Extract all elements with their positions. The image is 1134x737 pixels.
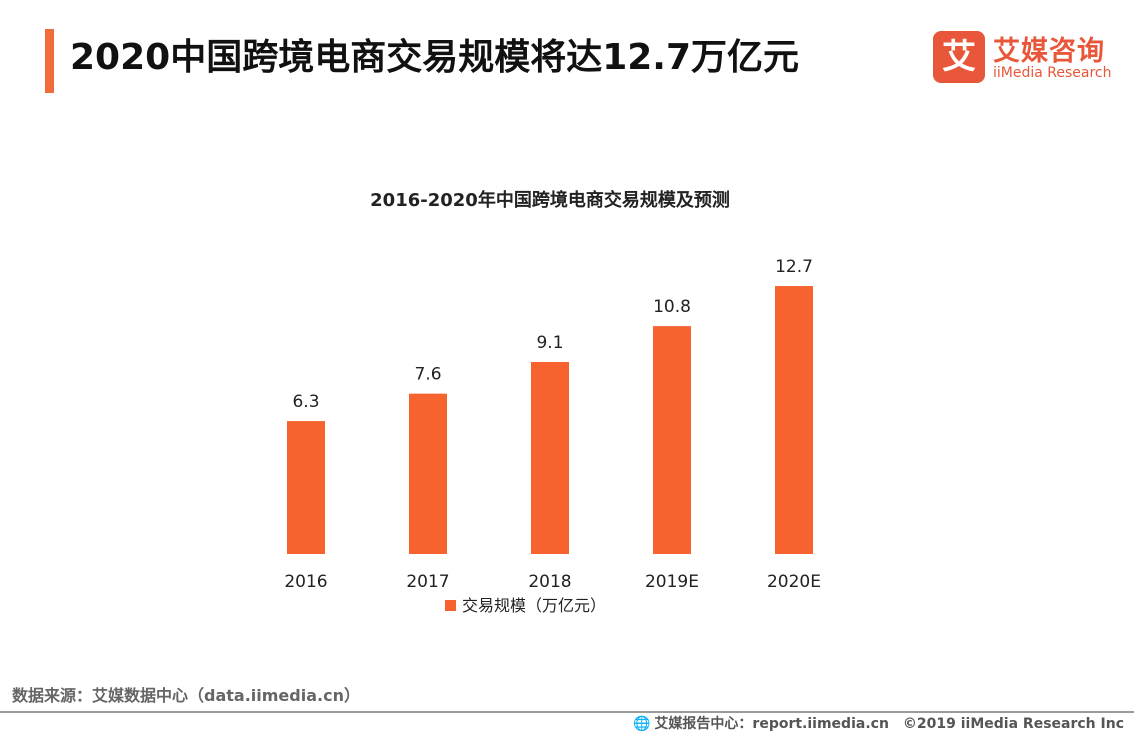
page-title: 2020中国跨境电商交易规模将达12.7万亿元 bbox=[70, 37, 800, 78]
logo-mark-icon: 艾 bbox=[933, 31, 985, 83]
category-label-2016: 2016 bbox=[284, 572, 327, 592]
logo-name-en: iiMedia Research bbox=[993, 65, 1112, 81]
category-label-2019E: 2019E bbox=[645, 572, 699, 592]
value-label-2020E: 12.7 bbox=[775, 257, 813, 277]
chart-title: 2016-2020年中国跨境电商交易规模及预测 bbox=[370, 190, 730, 211]
report-center-link[interactable]: 艾媒报告中心：report.iimedia.cn bbox=[654, 716, 889, 732]
value-label-2019E: 10.8 bbox=[653, 297, 691, 317]
logo-name-cn: 艾媒咨询 bbox=[993, 36, 1105, 67]
footer-divider bbox=[0, 711, 1134, 713]
category-label-2017: 2017 bbox=[406, 572, 449, 592]
bar-2020E bbox=[775, 286, 813, 554]
value-label-2016: 6.3 bbox=[292, 392, 319, 412]
globe-icon: 🌐 bbox=[632, 716, 651, 732]
legend-label: 交易规模（万亿元） bbox=[462, 596, 607, 615]
category-label-2020E: 2020E bbox=[767, 572, 821, 592]
value-label-2017: 7.6 bbox=[414, 365, 441, 385]
title-accent-bar bbox=[45, 29, 54, 93]
bar-2018 bbox=[531, 361, 569, 554]
legend-swatch bbox=[445, 600, 456, 611]
iimedia-logo: 艾 艾媒咨询 iiMedia Research bbox=[933, 31, 1118, 87]
data-source: 数据来源：艾媒数据中心（data.iimedia.cn） bbox=[12, 686, 360, 705]
value-label-2018: 9.1 bbox=[536, 333, 563, 353]
footer-bar: 🌐 艾媒报告中心：report.iimedia.cn ©2019 iiMedia R… bbox=[633, 713, 1124, 735]
bar-2016 bbox=[287, 421, 325, 554]
bar-2017 bbox=[409, 393, 447, 554]
category-label-2018: 2018 bbox=[528, 572, 571, 592]
bar-2019E bbox=[653, 326, 691, 554]
chart-legend: 交易规模（万亿元） bbox=[445, 595, 606, 617]
copyright-text: ©2019 iiMedia Research Inc bbox=[902, 716, 1124, 732]
